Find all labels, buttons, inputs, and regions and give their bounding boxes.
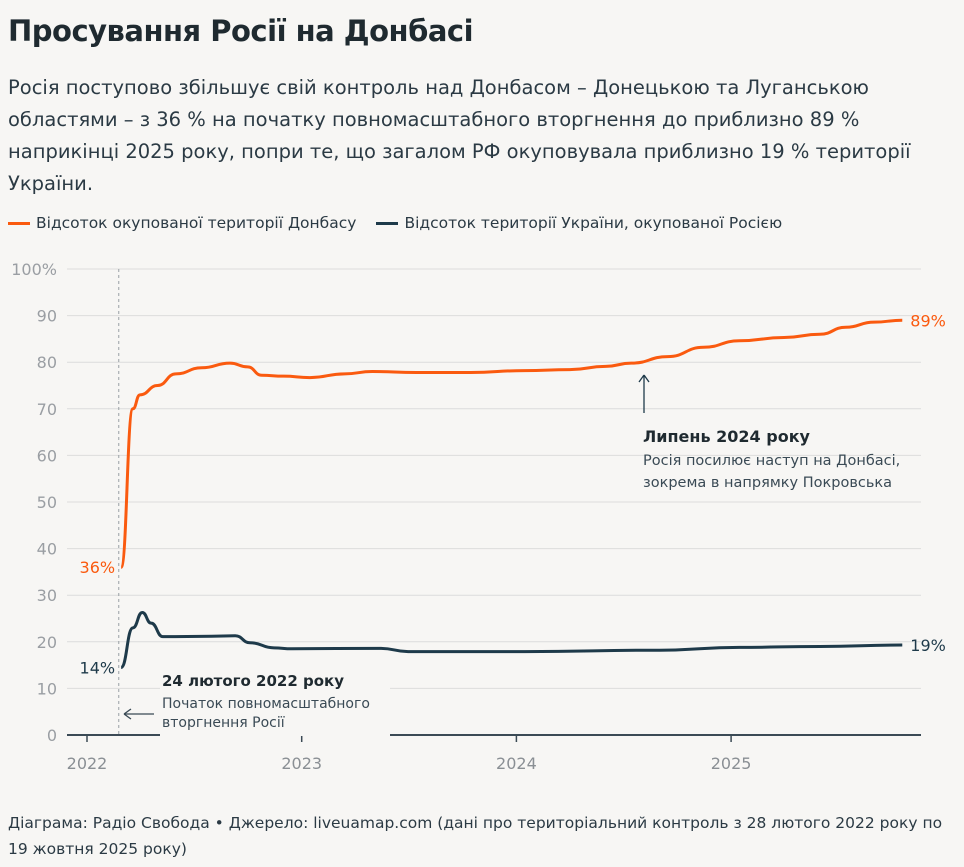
y-tick-label: 90 [37,307,57,326]
annotation-background [160,668,390,736]
annotation-title: Липень 2024 року [643,427,811,446]
y-tick-label: 50 [37,493,57,512]
legend-swatch-donbas [8,221,30,225]
y-tick-label: 60 [37,446,57,465]
annotation-text: вторгнення Росії [162,715,285,731]
donbas-start-label: 36% [80,558,116,577]
annotation-title: 24 лютого 2022 року [162,672,344,690]
x-tick-label: 2025 [711,754,752,773]
subtitle: Росія поступово збільшує свій контроль н… [8,76,911,195]
y-tick-label: 70 [37,400,57,419]
x-tick-label: 2022 [67,754,108,773]
y-tick-label: 0 [47,726,57,745]
footer-source: Діаграма: Радіо Свобода • Джерело: liveu… [8,814,943,858]
legend-label: Відсоток окупованої території Донбасу [36,214,357,232]
legend-item-donbas: Відсоток окупованої території Донбасу [8,214,356,232]
annotation-text: Росія посилює наступ на Донбасі, [643,453,900,469]
y-tick-label: 30 [37,586,57,605]
y-tick-label: 20 [37,633,57,652]
annotation-text: зокрема в напрямку Покровська [643,475,892,491]
series-line-ukraine [119,610,903,669]
legend-label: Відсоток території України, окупованої Р… [404,214,783,232]
donbas-end-label: 89% [910,311,946,330]
y-tick-label: 40 [37,540,57,559]
annotation-text: Початок повномасштабного [162,696,370,712]
x-tick-label: 2024 [496,754,537,773]
arrow-left-icon [123,708,154,720]
legend: Відсоток окупованої території Донбасу Ві… [8,214,782,232]
series-line-donbas [119,318,903,569]
annotation-july-2024: Липень 2024 року Росія посилює наступ на… [638,374,900,491]
arrow-up-icon [638,374,650,413]
ukraine-end-label: 19% [910,636,946,655]
annotation-invasion: 24 лютого 2022 року Початок повномасштаб… [123,668,390,736]
y-tick-label: 80 [37,353,57,372]
y-tick-label: 10 [37,679,57,698]
page-title: Просування Росії на Донбасі [8,14,474,48]
x-tick-label: 2023 [281,754,322,773]
ukraine-start-label: 14% [80,658,116,677]
legend-swatch-ukraine [376,221,399,225]
y-tick-label: 100% [11,260,57,279]
legend-item-ukraine: Відсоток території України, окупованої Р… [376,214,782,232]
